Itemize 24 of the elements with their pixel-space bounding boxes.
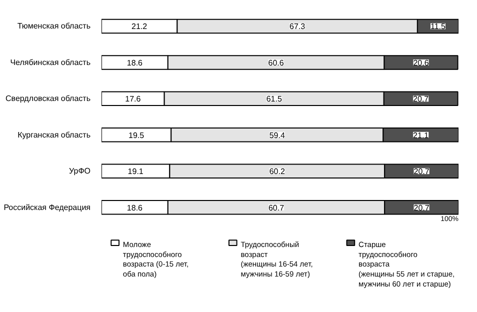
- data-label: 67.3: [290, 22, 306, 32]
- y-tick-label: УрФО: [69, 166, 91, 176]
- data-label: 20.7: [414, 203, 430, 212]
- data-label: 21.2: [132, 22, 148, 32]
- data-label: 20.7: [413, 94, 430, 104]
- data-label: 21.1: [413, 130, 430, 140]
- data-label: 59.4: [269, 130, 286, 140]
- y-tick-label: Челябинская область: [10, 58, 91, 67]
- data-label: 18.6: [126, 203, 144, 212]
- y-tick-label: Российская Федерация: [4, 202, 91, 212]
- data-label: 17.6: [125, 94, 142, 104]
- data-label: 11.5: [430, 22, 446, 32]
- data-label: 19.5: [128, 130, 145, 140]
- data-label: 19.1: [128, 167, 144, 176]
- y-tick-label: Курганская область: [18, 130, 91, 140]
- data-label: 60.6: [268, 58, 284, 68]
- data-label: 60.2: [269, 167, 286, 176]
- data-label: 20.7: [414, 167, 430, 176]
- data-label: 60.7: [268, 203, 285, 212]
- data-label: 20.6: [413, 58, 430, 68]
- y-tick-label: Свердловская область: [6, 94, 91, 104]
- y-tick-label: Тюменская область: [17, 22, 91, 31]
- data-label: 18.6: [126, 58, 144, 68]
- data-label: 61.5: [266, 94, 282, 104]
